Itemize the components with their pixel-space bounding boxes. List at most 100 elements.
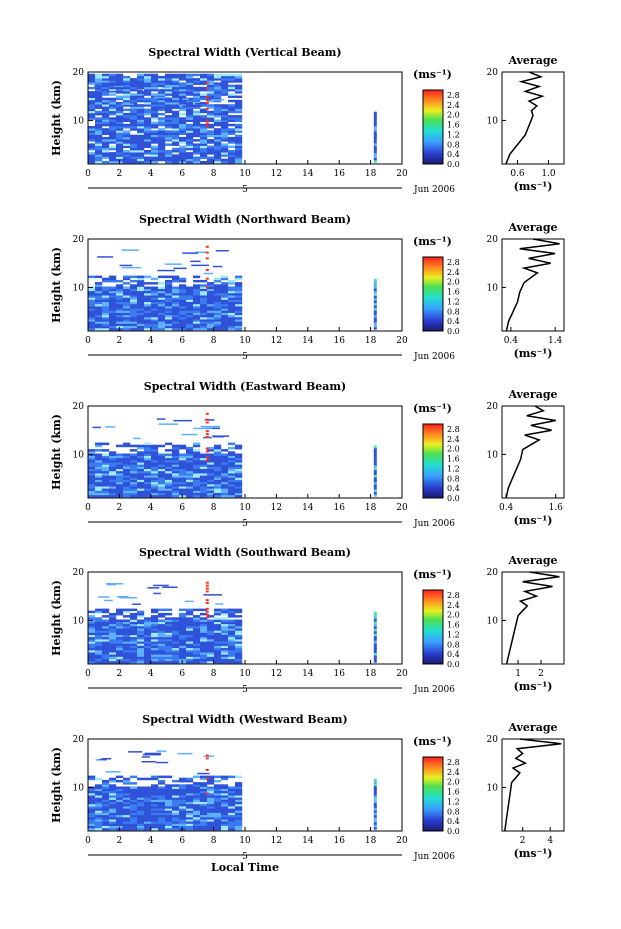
heatmap-cell [158, 817, 166, 820]
heatmap-cell [151, 810, 159, 813]
heatmap-cell [151, 301, 159, 305]
heatmap-cell [221, 78, 229, 81]
heatmap-cell [207, 145, 215, 149]
heatmap-cell [221, 86, 229, 90]
heatmap-cell [151, 479, 159, 483]
heatmap-cell [102, 647, 110, 651]
x-tick-label: 10 [239, 169, 251, 179]
heatmap-cell [179, 446, 187, 450]
date-label: Jun 2006 [413, 352, 455, 362]
panels: Spectral Width (Vertical Beam)0 2 4 6 8 10 12 1… [50, 46, 565, 874]
heatmap-cell [130, 462, 138, 465]
heatmap-cell [172, 793, 180, 796]
heatmap-cell [228, 494, 236, 498]
heatmap-cell [172, 494, 180, 498]
colorbar-tick-label: 2.4 [447, 435, 460, 444]
average-profile-line [504, 738, 562, 832]
heatmap-cell [200, 156, 208, 159]
heatmap-cell [172, 143, 180, 146]
heatmap-cell [200, 154, 208, 157]
colorbar-tick-label: 1.2 [447, 464, 460, 473]
heatmap-cell [151, 477, 159, 480]
heatmap-cell [158, 466, 166, 469]
heatmap-cell [151, 658, 159, 662]
heatmap-cell [200, 486, 208, 489]
heatmap-cell [193, 444, 201, 448]
heatmap-cell [116, 650, 124, 653]
heatmap-cell [228, 652, 236, 655]
heatmap-cell [228, 325, 236, 329]
heatmap-cell [109, 650, 117, 653]
heatmap-cell [123, 145, 131, 149]
heatmap-cell [165, 823, 173, 826]
heatmap-cell [95, 156, 103, 159]
heatmap-cell [130, 810, 138, 813]
heatmap-cell [130, 102, 138, 105]
heatmap-cell [151, 615, 159, 618]
heatmap-cell [373, 790, 377, 794]
heatmap-cell [373, 450, 377, 454]
heatmap-cell [151, 797, 159, 800]
heatmap-cell [205, 430, 209, 433]
heatmap-cell [205, 447, 209, 450]
heatmap-cell [158, 299, 166, 302]
heatmap-cell [95, 106, 103, 109]
heatmap-cell [130, 801, 138, 805]
heatmap-cell [109, 310, 117, 313]
heatmap-cell [158, 321, 166, 324]
heatmap-cell [221, 634, 229, 638]
colorbar-label: (ms⁻¹) [413, 235, 452, 248]
heatmap-cell [186, 323, 194, 326]
heatmap-cell [95, 455, 103, 459]
heatmap-cell [186, 290, 194, 294]
heatmap-cell [193, 306, 201, 309]
heatmap-cell [228, 630, 236, 633]
heatmap-cell [137, 823, 145, 826]
heatmap-cell [179, 612, 187, 616]
heatmap-cell [144, 126, 152, 129]
heatmap-cell [102, 119, 110, 122]
heatmap-cell [95, 821, 103, 824]
heatmap-cell [205, 581, 209, 584]
heatmap-cell [221, 473, 229, 476]
heatmap-cell [88, 325, 96, 329]
heatmap-cell [137, 628, 145, 631]
heatmap-cell [165, 317, 173, 320]
heatmap-cell [214, 104, 222, 107]
heatmap-cell [130, 641, 138, 644]
heatmap-cell [172, 449, 180, 452]
heatmap-cell [172, 147, 180, 151]
heatmap-cell [165, 110, 173, 114]
heatmap-cell [95, 288, 103, 292]
heatmap-cell [151, 152, 159, 155]
heatmap-cell [200, 126, 208, 129]
heatmap-cell [130, 99, 138, 103]
heatmap-cell [158, 628, 166, 631]
heatmap-cell [179, 468, 187, 472]
heatmap-cell [137, 306, 145, 309]
heatmap-cell [95, 78, 103, 81]
heatmap-cell [137, 819, 145, 822]
heatmap-cell [107, 91, 124, 93]
heatmap-cell [235, 647, 243, 651]
heatmap-cell [205, 792, 209, 795]
heatmap-cell [151, 775, 159, 779]
heatmap-cell [137, 641, 145, 644]
heatmap-cell [193, 455, 201, 459]
heatmap-cell [123, 492, 131, 496]
heatmap-cell [137, 288, 145, 292]
heatmap-cell [109, 301, 117, 305]
heatmap-cell [137, 154, 145, 157]
colorbar-tick-label: 0.4 [447, 650, 460, 659]
heatmap-cell [136, 89, 144, 92]
heatmap-cell [123, 117, 131, 120]
heatmap-cell [214, 99, 222, 103]
heatmap-cell [88, 821, 96, 824]
heatmap-cell [193, 636, 201, 640]
heatmap-cell [172, 632, 180, 635]
heatmap-cells [88, 750, 377, 831]
heatmap-cell [123, 301, 131, 305]
heatmap-cell [158, 814, 166, 818]
heatmap-cell [137, 656, 145, 659]
heatmap-cell [373, 611, 377, 615]
